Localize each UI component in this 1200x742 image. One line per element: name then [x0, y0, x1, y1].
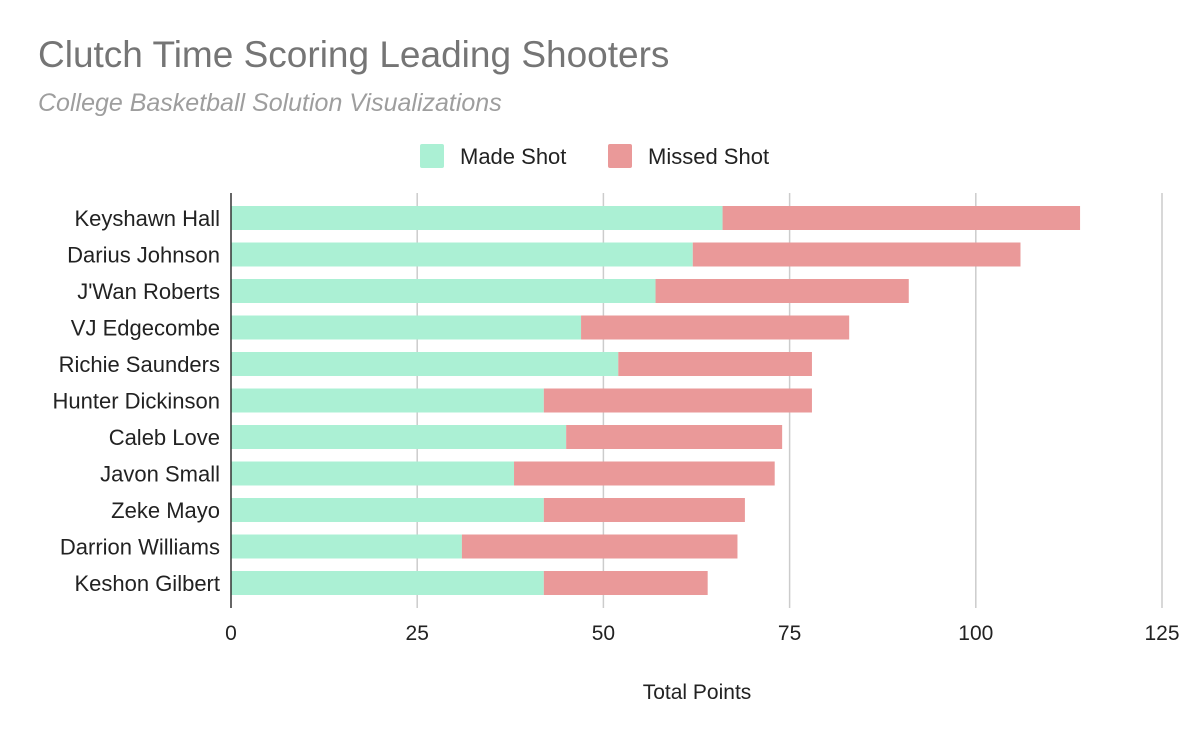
legend-swatch [420, 144, 444, 168]
legend-swatch [608, 144, 632, 168]
x-tick-label: 100 [958, 622, 993, 645]
bar-made [231, 461, 515, 486]
bar-missed [655, 279, 909, 303]
chart-subtitle: College Basketball Solution Visualizatio… [38, 89, 502, 117]
category-label: J'Wan Roberts [77, 279, 220, 304]
bar-missed [514, 461, 775, 486]
legend-label: Made Shot [460, 144, 566, 169]
x-tick-label: 75 [778, 622, 801, 645]
bar-made [231, 534, 462, 559]
bar-made [231, 242, 693, 267]
bar-missed [566, 425, 783, 449]
category-labels: Keyshawn Hall Darius Johnson J'Wan Roberts… [52, 206, 220, 596]
bar-made [231, 279, 656, 303]
bar-missed [461, 534, 738, 559]
x-axis-title: Total Points [643, 681, 752, 704]
bar-made [231, 425, 567, 449]
x-tick-labels: 0 25 50 75 100 125 [225, 622, 1179, 645]
bar-made [231, 352, 619, 376]
bar-missed [543, 498, 745, 522]
category-label: Javon Small [100, 462, 220, 487]
category-label: Keyshawn Hall [74, 206, 220, 231]
legend: Made Shot Missed Shot [420, 144, 769, 169]
category-label: VJ Edgecombe [71, 316, 220, 341]
category-label: Caleb Love [109, 425, 220, 450]
bar-missed [543, 571, 708, 595]
x-tick-label: 50 [592, 622, 615, 645]
chart-title: Clutch Time Scoring Leading Shooters [38, 34, 670, 75]
bar-missed [543, 388, 812, 413]
bar-made [231, 315, 582, 340]
x-tick-label: 0 [225, 622, 237, 645]
x-tick-label: 25 [406, 622, 429, 645]
x-tick-label: 125 [1144, 622, 1179, 645]
bar-missed [722, 206, 1081, 230]
category-label: Keshon Gilbert [74, 571, 220, 596]
bars [231, 206, 1081, 595]
category-label: Darrion Williams [60, 535, 220, 560]
bar-made [231, 571, 544, 595]
category-label: Darius Johnson [67, 243, 220, 268]
bar-made [231, 498, 544, 522]
category-label: Richie Saunders [59, 352, 220, 377]
category-label: Zeke Mayo [111, 498, 220, 523]
bar-made [231, 388, 544, 413]
bar-missed [618, 352, 812, 376]
category-label: Hunter Dickinson [52, 389, 220, 414]
bar-missed [692, 242, 1021, 267]
bar-missed [581, 315, 850, 340]
bar-made [231, 206, 723, 230]
legend-label: Missed Shot [648, 144, 769, 169]
